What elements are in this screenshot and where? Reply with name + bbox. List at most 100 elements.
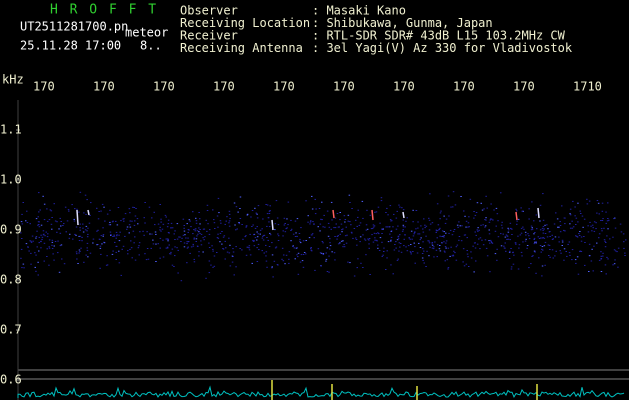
noise-dot: [110, 234, 112, 235]
noise-dot: [262, 218, 264, 220]
noise-dot: [609, 238, 611, 240]
noise-dot: [444, 251, 446, 253]
noise-dot: [38, 211, 40, 213]
noise-dot: [121, 248, 123, 250]
noise-dot: [225, 220, 227, 222]
noise-dot: [566, 255, 568, 257]
noise-dot: [136, 218, 139, 220]
noise-dot: [418, 242, 420, 244]
noise-dot: [481, 239, 483, 241]
noise-dot: [402, 224, 405, 226]
noise-dot: [159, 237, 162, 239]
noise-dot: [333, 227, 335, 229]
noise-dot: [372, 226, 375, 228]
noise-dot: [443, 231, 445, 233]
noise-dot: [299, 238, 301, 240]
noise-dot: [535, 241, 537, 243]
x-tick-label: 170: [153, 80, 175, 94]
noise-dot: [603, 227, 605, 229]
noise-dot: [165, 238, 167, 240]
noise-dot: [329, 238, 331, 240]
noise-dot: [79, 235, 82, 237]
noise-dot: [336, 236, 339, 237]
noise-dot: [323, 214, 325, 216]
noise-dot: [614, 227, 617, 229]
noise-dot: [130, 240, 132, 242]
noise-dot: [245, 225, 248, 227]
noise-dot: [92, 242, 94, 244]
noise-dot: [563, 259, 565, 261]
noise-dot: [442, 235, 444, 237]
noise-dot: [325, 252, 327, 254]
noise-dot: [591, 230, 593, 232]
noise-dot: [522, 226, 524, 228]
noise-dot: [198, 227, 200, 229]
noise-dot: [390, 240, 392, 242]
noise-dot: [186, 243, 188, 245]
x-tick-label: 1710: [573, 80, 602, 94]
noise-dot: [286, 227, 288, 229]
noise-dot: [233, 202, 236, 204]
noise-dot: [52, 253, 54, 255]
noise-dot: [401, 207, 403, 209]
noise-dot: [90, 202, 92, 204]
noise-dot: [612, 264, 614, 266]
noise-dot: [580, 251, 583, 252]
noise-dot: [43, 233, 45, 235]
noise-dot: [187, 229, 190, 230]
noise-dot: [390, 236, 393, 238]
noise-dot: [106, 213, 109, 215]
noise-dot: [232, 248, 234, 250]
noise-dot: [63, 223, 65, 225]
noise-dot: [331, 251, 333, 253]
noise-dot: [379, 222, 381, 224]
noise-dot: [294, 258, 296, 260]
noise-dot: [168, 244, 170, 246]
noise-dot: [235, 229, 237, 231]
noise-dot: [282, 230, 284, 232]
noise-dot: [48, 219, 51, 221]
noise-dot: [147, 258, 150, 260]
header-value: : Shibukawa, Gunma, Japan: [312, 16, 493, 30]
noise-dot: [208, 233, 211, 235]
noise-dot: [475, 234, 477, 236]
noise-dot: [27, 246, 29, 248]
noise-dot: [219, 241, 221, 243]
noise-dot: [522, 210, 524, 212]
noise-dot: [20, 248, 23, 250]
noise-dot: [111, 253, 114, 255]
noise-dot: [452, 230, 455, 232]
noise-dot: [445, 247, 447, 249]
noise-dot: [256, 231, 258, 233]
noise-dot: [478, 229, 480, 231]
noise-dot: [269, 232, 271, 234]
noise-dot: [385, 226, 387, 228]
noise-dot: [382, 254, 384, 256]
noise-dot: [138, 245, 140, 247]
noise-dot: [587, 225, 589, 227]
noise-dot: [265, 244, 267, 246]
noise-dot: [436, 203, 439, 205]
noise-dot: [200, 233, 203, 235]
noise-dot: [101, 203, 104, 205]
noise-dot: [299, 242, 302, 244]
noise-dot: [561, 245, 563, 246]
noise-dot: [290, 240, 292, 242]
noise-dot: [458, 221, 460, 223]
noise-dot: [473, 217, 475, 219]
noise-dot: [518, 244, 521, 246]
noise-dot: [593, 245, 595, 247]
noise-dot: [92, 238, 95, 240]
noise-dot: [549, 256, 551, 258]
noise-dot: [192, 233, 194, 235]
noise-dot: [510, 266, 513, 268]
noise-dot: [553, 223, 556, 225]
noise-dot: [473, 271, 475, 273]
noise-dot: [454, 252, 456, 254]
noise-dot: [78, 235, 80, 237]
noise-dot: [84, 229, 87, 231]
noise-dot: [154, 224, 156, 226]
noise-dot: [455, 259, 458, 261]
noise-dot: [534, 241, 536, 243]
noise-dot: [607, 218, 609, 219]
